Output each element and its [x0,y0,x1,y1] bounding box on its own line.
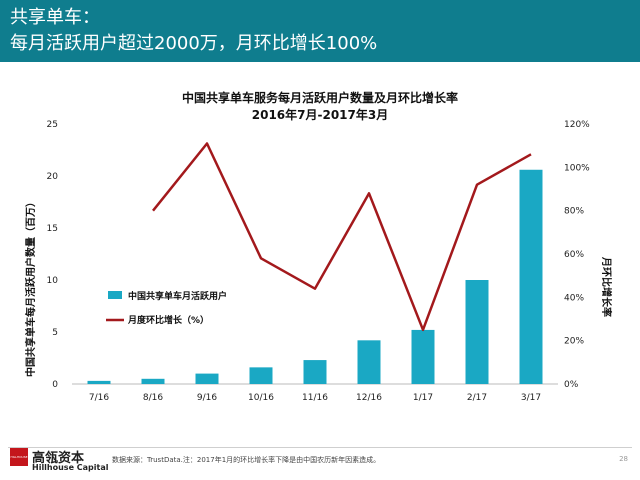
legend-bar-label: 中国共享单车月活跃用户 [128,290,227,302]
chart-title: 中国共享单车服务每月活跃用户数量及月环比增长率 [182,90,458,105]
source-note: 数据来源：TrustData.注：2017年1月的环比增长率下降是由中国农历新年… [112,456,381,464]
axes-group: 0 5 10 15 20 25 0% 20% 40% 60% 80% 100% 120% 7/16 8/16… [47,120,591,403]
y-tick-label: 20 [47,172,59,182]
chart-subtitle: 2016年7月-2017年3月 [252,107,388,122]
header-bar: 共享单车： 每月活跃用户超过2000万，月环比增长100% [0,0,640,62]
footer-divider [8,447,632,448]
logo-mark: HILLHOUSE [10,448,28,466]
page-title: 共享单车： [10,7,100,28]
y2-tick-label: 100% [564,163,590,173]
bars-group [87,169,543,384]
legend-line-label: 月度环比增长（%） [127,314,209,326]
y2-tick-label: 120% [564,120,590,130]
bar [519,169,543,384]
bar [357,340,381,384]
bar [141,378,165,384]
y-tick-label: 15 [47,224,58,234]
x-tick-label: 3/17 [521,393,541,403]
x-tick-label: 10/16 [248,393,274,403]
line-group [152,142,532,332]
page-subtitle: 每月活跃用户超过2000万，月环比增长100% [10,33,378,54]
x-tick-label: 11/16 [302,393,328,403]
x-tick-label: 2/17 [467,393,487,403]
bar [249,367,273,384]
y-tick-label: 5 [52,328,58,338]
y-tick-label: 0 [52,380,58,390]
y2-tick-label: 20% [564,337,584,347]
legend-bar-swatch [108,291,122,299]
bar [411,329,435,384]
y2-tick-label: 0% [564,380,579,390]
growth-line [152,142,532,332]
y-tick-label: 10 [47,276,59,286]
y2-tick-label: 80% [564,207,584,217]
x-tick-label: 12/16 [356,393,382,403]
y2-tick-label: 40% [564,293,584,303]
combo-chart: 中国共享单车服务每月活跃用户数量及月环比增长率 2016年7月-2017年3月 … [24,90,613,403]
y-tick-label: 25 [47,120,58,130]
bar [87,380,111,384]
legend: 中国共享单车月活跃用户 月度环比增长（%） [106,290,227,326]
bar [465,280,489,384]
bar [195,373,219,384]
x-tick-label: 8/16 [143,393,163,403]
y2-axis-label: 月环比增长率 [600,256,613,317]
logo-english-name: Hillhouse Capital [32,463,109,472]
y2-tick-label: 60% [564,250,584,260]
x-tick-label: 9/16 [197,393,217,403]
bar [303,360,327,384]
page-number: 28 [619,455,628,463]
x-tick-label: 1/17 [413,393,433,403]
x-tick-label: 7/16 [89,393,109,403]
y-axis-label: 中国共享单车每月活跃用户数量（百万） [24,197,37,377]
logo-chinese-name: 高瓴资本 [32,451,85,466]
